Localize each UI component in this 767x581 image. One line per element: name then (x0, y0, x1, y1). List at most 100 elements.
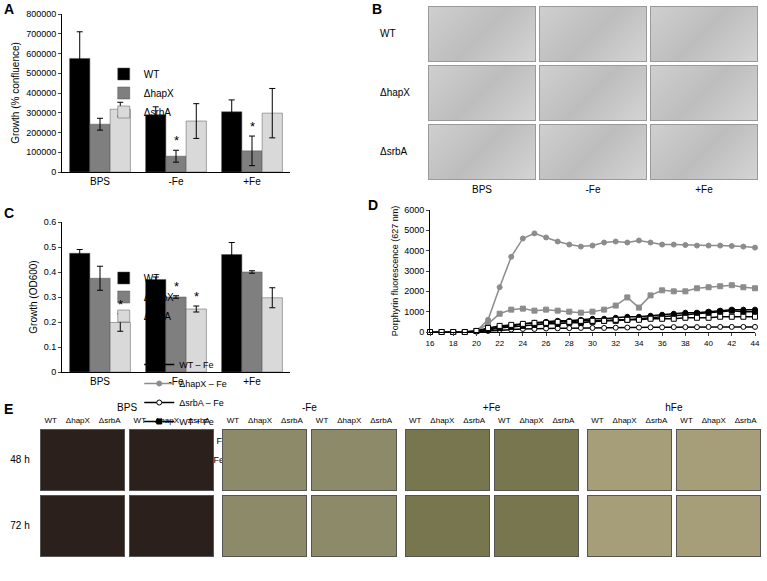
html-text:BPS: BPS (472, 184, 492, 195)
svg-text:ΔhapX: ΔhapX (144, 88, 174, 99)
html-text:WT: WT (44, 416, 57, 425)
html-text:WT: WT (409, 416, 422, 425)
svg-text:28: 28 (565, 339, 574, 348)
svg-text:Growth (OD600): Growth (OD600) (28, 260, 39, 333)
html-text:ΔhapX: ΔhapX (519, 416, 544, 425)
html-text:ΔsrbA: ΔsrbA (645, 416, 668, 425)
html-text:ΔsrbA: ΔsrbA (98, 416, 121, 425)
html-text:ΔsrbA: ΔsrbA (188, 416, 210, 425)
html-text:48 h: 48 h (10, 454, 30, 465)
html-text:ΔsrbA: ΔsrbA (552, 416, 575, 425)
svg-text:18: 18 (449, 339, 458, 348)
svg-text:24: 24 (518, 339, 527, 348)
svg-text:*: * (174, 279, 179, 294)
html-text:ΔsrbA: ΔsrbA (370, 416, 392, 425)
svg-text:300000: 300000 (26, 108, 56, 118)
svg-text:ΔsrbA: ΔsrbA (144, 107, 172, 118)
svg-text:0.1: 0.1 (44, 342, 57, 352)
html-text:E: E (4, 401, 14, 417)
html-text:WT: WT (591, 416, 604, 425)
html-text:ΔhapX: ΔhapX (380, 87, 410, 98)
svg-text:+Fe: +Fe (243, 176, 261, 187)
svg-text:WT – Fe: WT – Fe (179, 360, 213, 370)
svg-text:*: * (194, 289, 199, 304)
svg-text:2000: 2000 (404, 286, 424, 296)
html-text:BPS: BPS (117, 402, 138, 413)
svg-text:32: 32 (611, 339, 620, 348)
html-text:ΔhapX: ΔhapX (430, 416, 455, 425)
html-text:-Fe: -Fe (301, 402, 317, 413)
html-text:B: B (372, 1, 383, 17)
svg-text:400000: 400000 (26, 88, 56, 98)
svg-text:42: 42 (727, 339, 736, 348)
svg-text:20: 20 (472, 339, 481, 348)
svg-text:ΔhapX – Fe: ΔhapX – Fe (179, 379, 227, 389)
html-text:ΔhapX: ΔhapX (65, 416, 90, 425)
svg-text:600000: 600000 (26, 49, 56, 59)
svg-text:40: 40 (704, 339, 713, 348)
html-text:C: C (4, 205, 15, 221)
html-text:ΔhapX: ΔhapX (612, 416, 637, 425)
svg-text:38: 38 (681, 339, 690, 348)
svg-text:WT: WT (144, 273, 160, 284)
svg-text:0.5: 0.5 (44, 242, 57, 252)
svg-text:Porphyrin fluorescence (627 nm: Porphyrin fluorescence (627 nm) (390, 206, 400, 337)
html-text:hFe: hFe (665, 402, 683, 413)
html-text:ΔhapX: ΔhapX (248, 416, 273, 425)
svg-text:ΔhapX: ΔhapX (144, 292, 174, 303)
svg-text:-Fe: -Fe (169, 176, 184, 187)
svg-text:6000: 6000 (404, 205, 424, 215)
html-text:+Fe: +Fe (695, 184, 713, 195)
svg-text:3000: 3000 (404, 266, 424, 276)
svg-text:500000: 500000 (26, 68, 56, 78)
html-text:ΔsrbA: ΔsrbA (380, 146, 408, 157)
svg-text:0.2: 0.2 (44, 317, 57, 327)
svg-text:BPS: BPS (90, 376, 110, 387)
svg-text:BPS: BPS (90, 176, 110, 187)
svg-text:ΔsrbA – Fe: ΔsrbA – Fe (179, 398, 224, 408)
html-text:WT: WT (380, 28, 396, 39)
svg-text:44: 44 (751, 339, 760, 348)
svg-text:4000: 4000 (404, 246, 424, 256)
svg-text:*: * (174, 133, 179, 148)
html-text:D: D (368, 197, 379, 213)
svg-text:5000: 5000 (404, 225, 424, 235)
svg-text:0.4: 0.4 (44, 267, 57, 277)
html-text:ΔhapX: ΔhapX (337, 416, 362, 425)
svg-text:-Fe: -Fe (168, 376, 184, 387)
html-text:WT: WT (133, 416, 146, 425)
svg-text:30: 30 (588, 339, 597, 348)
svg-text:26: 26 (542, 339, 551, 348)
html-text:WT: WT (226, 416, 240, 425)
svg-text:0: 0 (51, 367, 56, 377)
html-text:72 h: 72 h (10, 520, 30, 531)
svg-text:ΔsrbA: ΔsrbA (144, 311, 172, 322)
html-text:WT: WT (315, 416, 329, 425)
html-text:WT: WT (498, 416, 511, 425)
svg-text:Growth (% confluence): Growth (% confluence) (10, 42, 21, 144)
svg-text:1000: 1000 (404, 307, 424, 317)
html-text:ΔhapX: ΔhapX (155, 416, 179, 425)
svg-text:0: 0 (51, 167, 56, 177)
svg-text:36: 36 (658, 339, 667, 348)
html-text:-Fe: -Fe (585, 184, 601, 195)
html-text:+Fe: +Fe (482, 402, 501, 413)
html-text:A: A (4, 1, 15, 17)
html-text:ΔsrbA: ΔsrbA (463, 416, 486, 425)
svg-text:800000: 800000 (26, 9, 56, 19)
html-text:WT: WT (680, 416, 693, 425)
svg-text:+Fe: +Fe (243, 376, 261, 387)
svg-text:0.3: 0.3 (44, 292, 57, 302)
svg-text:WT: WT (144, 69, 160, 80)
svg-text:*: * (250, 119, 255, 134)
svg-text:34: 34 (634, 339, 643, 348)
svg-text:16: 16 (426, 339, 435, 348)
svg-text:0.6: 0.6 (44, 217, 57, 227)
svg-text:22: 22 (495, 339, 504, 348)
html-text:ΔsrbA: ΔsrbA (281, 416, 303, 425)
svg-text:200000: 200000 (26, 128, 56, 138)
svg-text:700000: 700000 (26, 29, 56, 39)
svg-text:0: 0 (419, 327, 424, 337)
svg-text:*: * (118, 297, 123, 312)
svg-text:100000: 100000 (26, 147, 56, 157)
